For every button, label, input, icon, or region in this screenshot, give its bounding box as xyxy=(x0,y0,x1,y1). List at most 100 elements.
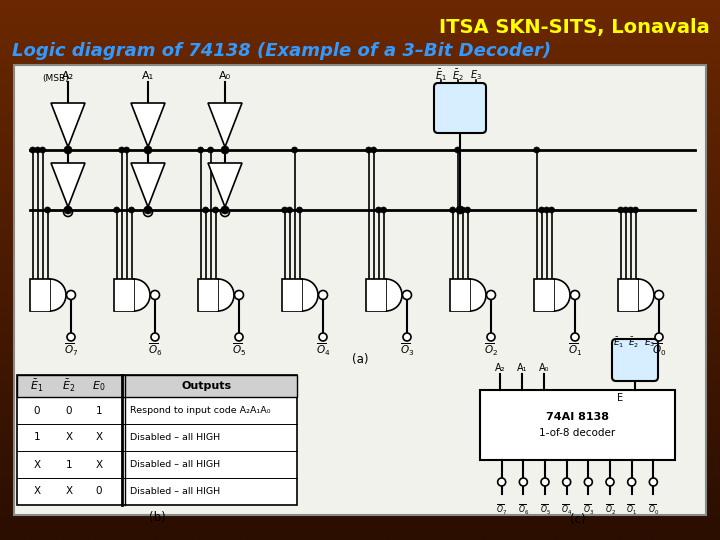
Circle shape xyxy=(541,478,549,486)
Polygon shape xyxy=(51,103,85,147)
Circle shape xyxy=(151,333,159,341)
Wedge shape xyxy=(134,279,150,311)
Circle shape xyxy=(628,207,634,213)
Bar xyxy=(17,375,297,397)
Text: E: E xyxy=(617,393,624,403)
Text: Outputs: Outputs xyxy=(182,381,232,391)
Polygon shape xyxy=(131,163,165,207)
Bar xyxy=(283,280,302,310)
Text: X: X xyxy=(33,487,40,496)
Bar xyxy=(618,280,638,310)
Circle shape xyxy=(297,207,302,213)
Circle shape xyxy=(570,291,580,300)
Text: $\bar{E}_2$: $\bar{E}_2$ xyxy=(452,67,464,83)
Circle shape xyxy=(66,291,76,300)
Bar xyxy=(114,280,134,310)
Text: $E_3$: $E_3$ xyxy=(644,337,656,349)
Circle shape xyxy=(585,478,593,486)
Circle shape xyxy=(654,291,664,300)
Text: Logic diagram of 74138 (Example of a 3–Bit Decoder): Logic diagram of 74138 (Example of a 3–B… xyxy=(12,42,551,60)
Text: 1: 1 xyxy=(34,433,40,442)
Text: A₂: A₂ xyxy=(62,71,74,81)
Circle shape xyxy=(67,333,75,341)
Text: $\overline{O}_{2}$: $\overline{O}_{2}$ xyxy=(605,503,616,517)
Text: $\overline{O}_{4}$: $\overline{O}_{4}$ xyxy=(316,342,330,358)
Circle shape xyxy=(207,147,214,153)
Circle shape xyxy=(220,207,230,217)
Circle shape xyxy=(221,206,229,214)
Text: (a): (a) xyxy=(352,354,368,367)
Text: X: X xyxy=(66,487,73,496)
Text: $\overline{O}_{6}$: $\overline{O}_{6}$ xyxy=(148,342,162,358)
Circle shape xyxy=(198,147,204,153)
Circle shape xyxy=(498,478,505,486)
Wedge shape xyxy=(50,279,66,311)
Bar xyxy=(366,280,386,310)
Text: (MSB): (MSB) xyxy=(42,73,68,83)
Text: 1: 1 xyxy=(66,460,72,469)
Circle shape xyxy=(202,207,209,213)
Bar xyxy=(198,279,218,311)
Text: $\bar{E}_2$: $\bar{E}_2$ xyxy=(63,378,76,394)
Circle shape xyxy=(534,147,540,153)
Text: 1: 1 xyxy=(96,406,102,415)
Text: $\overline{O}_{5}$: $\overline{O}_{5}$ xyxy=(539,503,551,517)
Text: $\bar{E}_1$: $\bar{E}_1$ xyxy=(613,336,625,350)
Circle shape xyxy=(45,207,50,213)
Circle shape xyxy=(628,478,636,486)
Circle shape xyxy=(519,478,527,486)
Text: $\overline{O}_{3}$: $\overline{O}_{3}$ xyxy=(400,342,414,358)
Wedge shape xyxy=(302,279,318,311)
Circle shape xyxy=(571,333,579,341)
Bar xyxy=(282,279,302,311)
Bar xyxy=(450,279,470,311)
Text: $\overline{O}_{5}$: $\overline{O}_{5}$ xyxy=(232,342,246,358)
Circle shape xyxy=(64,206,72,214)
Text: ITSA SKN-SITS, Lonavala: ITSA SKN-SITS, Lonavala xyxy=(439,18,710,37)
Polygon shape xyxy=(51,163,85,207)
FancyBboxPatch shape xyxy=(612,339,658,381)
Circle shape xyxy=(282,207,288,213)
Circle shape xyxy=(35,147,40,153)
Text: $\overline{O}_{7}$: $\overline{O}_{7}$ xyxy=(64,342,78,358)
Wedge shape xyxy=(386,279,402,311)
Bar xyxy=(199,280,218,310)
Circle shape xyxy=(655,333,663,341)
Text: A₀: A₀ xyxy=(219,71,231,81)
Circle shape xyxy=(403,333,411,341)
Text: 1-of-8 decoder: 1-of-8 decoder xyxy=(539,428,616,438)
Bar xyxy=(535,280,554,310)
Circle shape xyxy=(64,146,72,154)
Circle shape xyxy=(292,147,297,153)
Circle shape xyxy=(459,207,466,213)
Circle shape xyxy=(30,147,36,153)
Circle shape xyxy=(381,207,387,213)
Bar xyxy=(618,279,638,311)
Circle shape xyxy=(318,291,328,300)
Polygon shape xyxy=(131,103,165,147)
Circle shape xyxy=(454,147,461,153)
Circle shape xyxy=(618,207,624,213)
Circle shape xyxy=(544,207,549,213)
Circle shape xyxy=(114,207,120,213)
Text: $\overline{O}_{0}$: $\overline{O}_{0}$ xyxy=(652,342,666,358)
Text: X: X xyxy=(33,460,40,469)
Text: 0: 0 xyxy=(34,406,40,415)
Text: A₀: A₀ xyxy=(539,363,549,373)
Circle shape xyxy=(40,147,45,153)
Text: Disabled – all HIGH: Disabled – all HIGH xyxy=(130,487,220,496)
Bar xyxy=(451,280,470,310)
Text: A₂: A₂ xyxy=(495,363,505,373)
Circle shape xyxy=(63,207,73,217)
Circle shape xyxy=(212,207,219,213)
Circle shape xyxy=(150,291,160,300)
Text: (b): (b) xyxy=(148,510,166,523)
Circle shape xyxy=(464,207,471,213)
Circle shape xyxy=(124,147,130,153)
Wedge shape xyxy=(554,279,570,311)
Circle shape xyxy=(129,207,135,213)
Text: 74AI 8138: 74AI 8138 xyxy=(546,412,609,422)
Circle shape xyxy=(376,207,382,213)
Circle shape xyxy=(144,206,152,214)
Circle shape xyxy=(119,147,125,153)
